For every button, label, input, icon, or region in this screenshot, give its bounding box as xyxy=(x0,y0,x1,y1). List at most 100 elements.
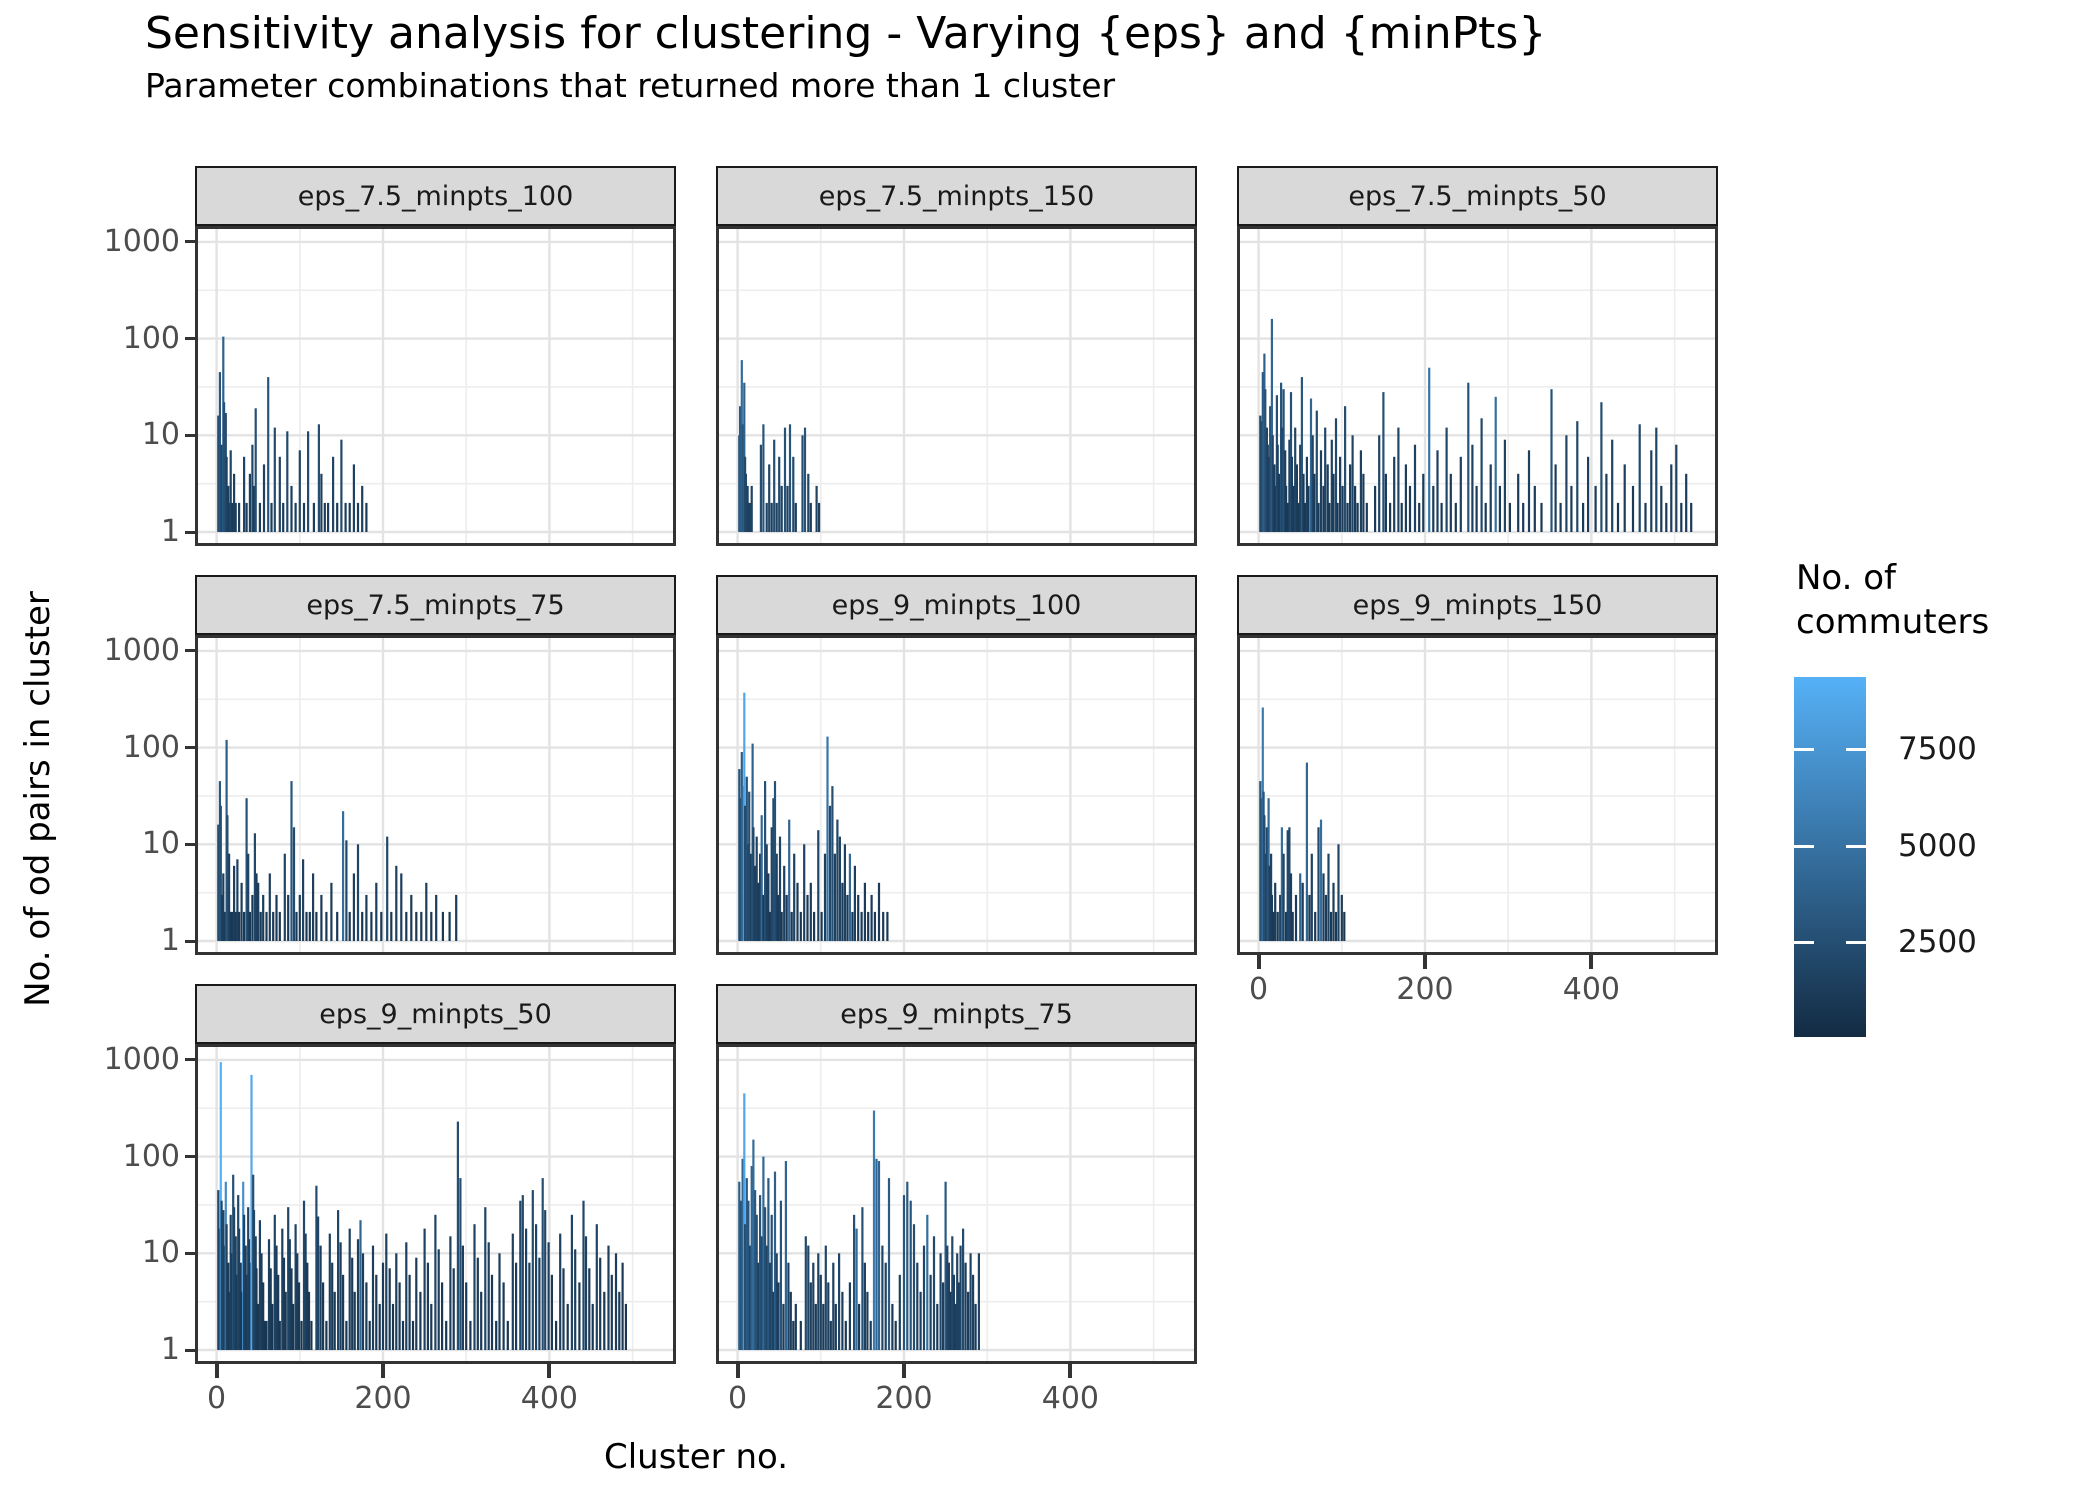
facet-plot-area xyxy=(716,1044,1197,1364)
bar xyxy=(1307,485,1310,532)
bar xyxy=(328,1233,331,1350)
bar xyxy=(217,415,220,532)
x-tick-mark xyxy=(1068,1364,1073,1378)
bar xyxy=(430,911,433,941)
y-tick-mark xyxy=(185,1155,195,1159)
bar xyxy=(898,1274,901,1350)
bar xyxy=(1268,865,1271,941)
bar xyxy=(739,406,742,532)
y-tick-mark xyxy=(185,1058,195,1062)
bar xyxy=(229,450,232,532)
bar xyxy=(1285,911,1288,941)
bar xyxy=(1332,882,1335,941)
bar xyxy=(1340,894,1343,941)
y-tick-mark xyxy=(185,842,195,846)
bar xyxy=(305,911,308,941)
bar xyxy=(788,424,792,532)
bar xyxy=(547,1242,550,1350)
bar xyxy=(747,1200,750,1350)
bar xyxy=(502,1282,505,1350)
bar xyxy=(298,894,301,941)
bar xyxy=(1295,464,1298,532)
bar xyxy=(775,1253,778,1350)
bar xyxy=(1616,502,1620,532)
facet-plot-area xyxy=(1237,226,1718,546)
x-tick-mark xyxy=(1423,955,1427,969)
bar xyxy=(1397,427,1400,532)
bar xyxy=(807,473,810,532)
y-tick-mark xyxy=(185,530,195,534)
bar xyxy=(1319,450,1323,532)
bar xyxy=(290,1268,293,1350)
bar xyxy=(359,1220,362,1350)
bar xyxy=(1359,450,1362,532)
bar xyxy=(1319,819,1323,941)
bar xyxy=(922,1245,926,1350)
bar xyxy=(744,805,747,941)
bar xyxy=(535,1224,538,1350)
bar xyxy=(1322,873,1325,941)
bar xyxy=(415,911,418,941)
bar xyxy=(1611,439,1614,532)
bar xyxy=(365,1282,368,1350)
facet-plot-area xyxy=(195,226,676,546)
bar xyxy=(1332,473,1335,532)
bar xyxy=(595,1224,598,1350)
bar xyxy=(234,502,237,532)
plot-subtitle: Parameter combinations that returned mor… xyxy=(145,66,1116,105)
bar xyxy=(233,473,236,532)
bar xyxy=(401,1320,405,1350)
bar xyxy=(748,791,751,941)
y-tick-label: 1000 xyxy=(103,223,180,259)
bar xyxy=(1570,485,1573,532)
bar xyxy=(956,1253,959,1350)
bar xyxy=(786,485,789,532)
bar xyxy=(886,911,889,941)
bar xyxy=(851,911,854,941)
bar xyxy=(248,473,251,532)
bar xyxy=(352,464,355,532)
bar xyxy=(229,911,232,941)
bar xyxy=(788,819,791,941)
bar xyxy=(1264,389,1267,532)
bar xyxy=(599,1257,602,1350)
bar xyxy=(813,911,816,941)
bar xyxy=(333,1291,336,1350)
bar xyxy=(959,1245,962,1350)
legend-colorbar-tick xyxy=(1794,940,1814,944)
bar xyxy=(783,865,786,941)
bar xyxy=(738,1181,741,1350)
bar xyxy=(823,853,827,941)
bar xyxy=(278,456,281,532)
bar xyxy=(302,502,306,532)
bar xyxy=(1329,911,1333,941)
facet-panel-eps_9_minpts_50 xyxy=(195,1044,676,1368)
bar xyxy=(386,836,389,941)
facet-strip-label: eps_7.5_minpts_100 xyxy=(297,180,574,212)
bar xyxy=(787,1262,790,1350)
bar xyxy=(490,1274,494,1350)
facet-panel-eps_9_minpts_75 xyxy=(716,1044,1197,1368)
bar xyxy=(741,786,744,941)
bar xyxy=(304,1233,307,1350)
bar xyxy=(1322,485,1325,532)
bar xyxy=(269,1268,272,1350)
bar xyxy=(767,1178,770,1350)
x-tick-label: 400 xyxy=(1041,1381,1100,1416)
bar xyxy=(320,473,323,532)
bar xyxy=(271,1303,274,1350)
bar xyxy=(238,502,241,532)
bar xyxy=(1440,502,1443,532)
bar xyxy=(919,1291,922,1350)
bar xyxy=(773,439,776,532)
facet-strip-label: eps_9_minpts_75 xyxy=(840,998,1073,1030)
bar xyxy=(794,502,797,532)
bar xyxy=(783,427,787,532)
bar xyxy=(866,1291,869,1350)
bar xyxy=(1374,485,1377,532)
bar xyxy=(1600,402,1603,532)
bar xyxy=(1315,410,1318,532)
facet-strip-label: eps_7.5_minpts_150 xyxy=(818,180,1095,212)
bar xyxy=(1343,911,1346,941)
bar xyxy=(957,1282,960,1350)
